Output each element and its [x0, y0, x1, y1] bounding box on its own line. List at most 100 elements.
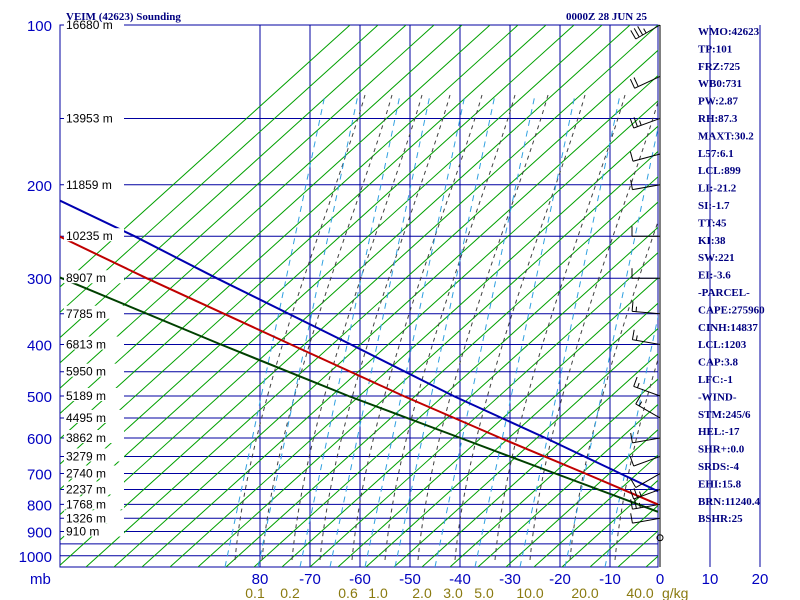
dry-adiabat: [60, 25, 407, 339]
temperature-tick-label: 80: [252, 571, 269, 588]
dry-adiabat: [758, 25, 800, 567]
height-label: 4495 m: [66, 411, 106, 425]
wind-barb: [632, 437, 661, 444]
pressure-tick-label: 800: [27, 497, 52, 514]
wind-barb-feather: [630, 432, 633, 443]
wind-barb-feather: [629, 489, 635, 500]
index-line: CINH:14837: [698, 322, 758, 334]
moist-adiabat: [529, 99, 658, 561]
mixing-ratio-line: [474, 94, 576, 567]
index-line: -PARCEL-: [698, 287, 750, 299]
wind-barb-half-feather: [638, 401, 643, 407]
height-label-bg: [64, 176, 124, 190]
dry-adiabat: [309, 251, 658, 567]
index-line: LI:-21.2: [698, 183, 737, 195]
wind-barb: [633, 385, 661, 397]
moist-adiabat: [384, 94, 516, 561]
dry-adiabat: [60, 25, 379, 313]
mixing-ratio-label: 10.0: [516, 585, 543, 600]
wind-barb-feather: [630, 478, 637, 488]
temperature-tick-label: -10: [599, 571, 621, 588]
index-line: LCL:1203: [698, 339, 747, 351]
height-label-bg: [64, 496, 124, 510]
moist-adiabat: [291, 94, 423, 561]
dry-adiabat: [786, 25, 800, 567]
dry-adiabats: [60, 25, 800, 567]
moist-adiabat: [319, 94, 451, 561]
dry-adiabat: [561, 479, 658, 567]
height-label-bg: [64, 387, 124, 401]
wind-barb-feather: [629, 151, 634, 162]
mixing-ratio-line: [364, 94, 466, 567]
moist-adiabat: [261, 94, 393, 561]
dry-adiabat: [533, 454, 658, 567]
height-label: 10235 m: [66, 229, 113, 243]
height-label-bg: [64, 430, 124, 444]
mixing-ratio-line: [299, 94, 401, 567]
index-line: RH:87.3: [698, 113, 738, 125]
dry-adiabat: [589, 504, 658, 567]
dry-adiabat: [225, 176, 658, 567]
index-line: TP:101: [698, 43, 732, 55]
mixing-ratio-label: 0.2: [280, 585, 300, 600]
wind-barb-feather: [635, 395, 642, 405]
index-line: CAP:3.8: [698, 357, 739, 369]
height-label: 5950 m: [66, 365, 106, 379]
wind-barb-half-feather: [643, 28, 647, 34]
wind-barb-feather: [630, 179, 633, 190]
height-label-bg: [64, 336, 124, 350]
stability-indices: WMO:42623 TP:101 FRZ:725 WB0:731 PW:2.87 RH:8…: [698, 26, 765, 525]
wind-barb-feather: [633, 28, 640, 38]
wind-barb-feather: [630, 30, 637, 40]
wind-barb-feather: [631, 329, 635, 340]
plot-frame: [59, 24, 659, 568]
mixing-ratio-line: [564, 125, 658, 567]
parcel-moist-curve: [60, 235, 658, 506]
moist-adiabat: [454, 94, 586, 561]
height-label: 2237 m: [66, 482, 106, 496]
wind-barb: [632, 310, 661, 315]
wind-barb-half-feather: [635, 335, 638, 341]
height-label: 1768 m: [66, 497, 106, 511]
index-line: L57:6.1: [698, 148, 734, 160]
height-label-bg: [64, 523, 124, 537]
wind-barb: [635, 24, 661, 40]
height-label-bg: [64, 510, 124, 524]
height-label-bg: [64, 409, 124, 423]
mixing-ratio-label: 20.0: [571, 585, 598, 600]
dry-adiabat: [449, 378, 658, 567]
mixing-ratio-line: [394, 94, 496, 567]
height-label: 11859 m: [66, 178, 112, 192]
dry-adiabat: [113, 74, 658, 567]
wind-barb-feather: [630, 499, 633, 510]
index-line: KI:38: [698, 235, 726, 247]
mixing-ratio-label: 0.1: [245, 585, 265, 600]
sounding-time: 0000Z 28 JUN 25: [566, 11, 647, 23]
temperature-tick-label: -40: [449, 571, 471, 588]
pressure-tick-label: 100: [27, 18, 52, 35]
height-label-bg: [64, 465, 124, 479]
index-line: BRN:11240.4: [698, 496, 761, 508]
mixing-ratio-label: 1.0: [368, 585, 388, 600]
station-title: VEIM (42623) Sounding: [66, 11, 181, 23]
wind-barb-feather: [631, 301, 634, 312]
index-line: EI:-3.6: [698, 270, 731, 282]
height-label-bg: [64, 363, 124, 377]
pressure-tick-label: 700: [27, 467, 52, 484]
height-label: 5189 m: [66, 389, 106, 403]
wind-barb: [632, 517, 661, 524]
height-label: 1326 m: [66, 511, 106, 525]
index-line: FRZ:725: [698, 61, 741, 73]
wind-calm: [656, 534, 664, 542]
dry-adiabat: [60, 25, 463, 389]
wind-barb: [635, 403, 661, 419]
wind-barb: [633, 117, 661, 129]
moist-adiabat: [417, 94, 549, 561]
temperature-tick-label: 0: [656, 571, 664, 588]
mixing-ratio-label: 5.0: [474, 585, 494, 600]
dry-adiabat: [60, 25, 631, 541]
height-label: 2740 m: [66, 467, 106, 481]
dry-adiabat: [60, 25, 547, 465]
dry-adiabat: [421, 353, 658, 567]
temperature-tick-label: -60: [349, 571, 371, 588]
